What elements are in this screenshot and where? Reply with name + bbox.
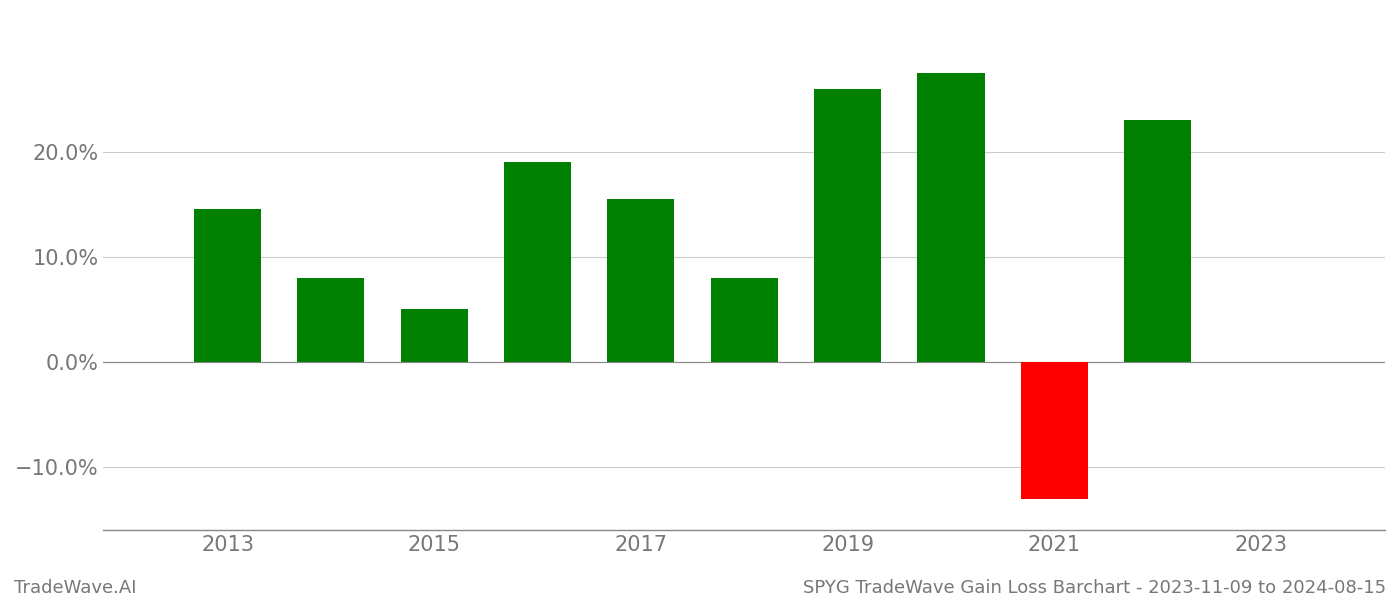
- Bar: [400, 310, 468, 362]
- Bar: [1124, 120, 1191, 362]
- Text: SPYG TradeWave Gain Loss Barchart - 2023-11-09 to 2024-08-15: SPYG TradeWave Gain Loss Barchart - 2023…: [802, 579, 1386, 597]
- Bar: [711, 278, 778, 362]
- Bar: [813, 89, 881, 362]
- Bar: [917, 73, 984, 362]
- Bar: [297, 278, 364, 362]
- Bar: [195, 209, 260, 362]
- Text: TradeWave.AI: TradeWave.AI: [14, 579, 137, 597]
- Bar: [608, 199, 675, 362]
- Bar: [1021, 362, 1088, 499]
- Bar: [504, 162, 571, 362]
